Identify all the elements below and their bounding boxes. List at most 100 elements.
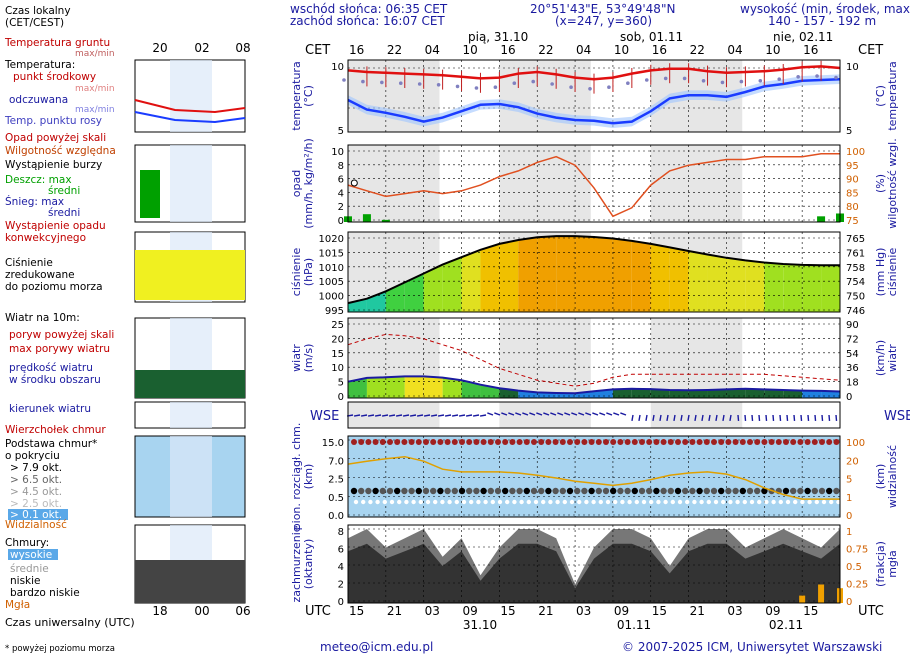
y-tick-label: 1000: [319, 292, 344, 303]
text-line: (°C): [874, 85, 887, 107]
cloud-low-dot: [562, 499, 567, 505]
cloud-low-dot: [418, 499, 423, 505]
cloud-top-dot: [768, 439, 775, 445]
cloud-base-dot: [574, 487, 581, 495]
wind-fill-segment: [348, 377, 367, 398]
cloud-top-dot: [444, 439, 451, 445]
legend-pressure: Ciśnienie zredukowane do poziomu morza: [5, 257, 103, 293]
footer-email[interactable]: meteo@icm.edu.pl: [320, 640, 433, 654]
pressure-fill-segment: [366, 291, 386, 312]
cloud-low-dot: [699, 499, 704, 505]
cloud-base-dot: [725, 487, 732, 495]
text-line: (CET/CEST): [5, 17, 64, 29]
felt-temp-point: [398, 81, 403, 85]
wind-arrow: [423, 414, 431, 417]
humidity-line: [347, 153, 840, 218]
pressure-fill-segment: [650, 243, 670, 312]
wind-arrow: [571, 412, 578, 416]
y2-tick-label: 1: [846, 527, 852, 538]
cloud-top-dot: [423, 439, 429, 445]
cloud-top-dot: [631, 439, 638, 445]
y2-tick-label: 100: [846, 147, 865, 158]
text-line: w środku obszaru: [9, 374, 101, 386]
wind-arrow: [367, 414, 375, 417]
y2-tick-label: 0: [846, 511, 852, 522]
y2-tick-label: 0: [846, 392, 852, 403]
wind-arrow: [494, 412, 501, 416]
pressure-panel: 1020 1015 1010 1005 1000 995 765 761 758 754 750 74…: [290, 231, 899, 317]
wind-arrow: [564, 412, 571, 416]
legend-low: niskie: [10, 575, 41, 587]
panel-frame: [347, 401, 841, 429]
cloud-base-dot: [624, 487, 631, 495]
legend-okt1: > 7.9 okt.: [10, 462, 62, 474]
legend-wind-at: Wiatr na 10m:: [5, 312, 80, 324]
cloud-low-dot: [735, 499, 740, 505]
pressure-fill-segment: [745, 260, 765, 312]
legend-gust-above: poryw powyżej skali: [9, 329, 114, 341]
wind-axis-label-right: (km/h)wiatr: [874, 340, 899, 376]
wind-fill-segment: [423, 376, 443, 398]
cloud-low-dot: [713, 499, 719, 505]
cloud-low-dot: [469, 499, 474, 505]
wind-arrow: [437, 414, 445, 417]
wind-arrow: [515, 412, 522, 416]
text-line: (km/h): [874, 340, 887, 376]
cloud-base-dot: [638, 487, 646, 495]
cloud-top-dot: [358, 439, 365, 445]
legend-night-shade: [170, 436, 212, 517]
wind-direction-panel: WSE WSE: [310, 401, 910, 429]
wind-arrow: [381, 414, 389, 417]
pressure-fill-segment: [480, 243, 500, 312]
temp-axis-label-right: (°C)temperatura: [874, 61, 899, 130]
felt-temp-point: [644, 78, 649, 82]
footnote: * powyżej poziomu morza: [5, 644, 115, 654]
cloud-base-dot: [509, 487, 516, 495]
panel-frame: [347, 231, 841, 313]
cloud-low-dot: [649, 499, 654, 505]
y2-tick-label: 90: [846, 320, 859, 331]
legend-rain: Deszcz: max: [5, 174, 72, 186]
wind-arrow: [458, 414, 466, 417]
cloud-top-dot: [718, 439, 725, 445]
wind-arrow: [430, 414, 438, 417]
cloud-low-dot: [577, 499, 582, 505]
night-shade: [499, 145, 591, 222]
felt-temp-point: [720, 80, 725, 85]
wind-arrow: [395, 414, 403, 417]
cloud-base-dot: [718, 487, 725, 495]
cloud-base-dot: [696, 487, 703, 495]
wind-arrow: [828, 414, 831, 422]
cloud-base-dot: [797, 487, 804, 495]
top-hour-label: 04: [727, 43, 742, 57]
wind-arrow: [360, 414, 368, 417]
legend-wind-fill: [135, 370, 245, 398]
cloud-top-dot: [761, 439, 768, 445]
legend-max-gust: max porywy wiatru: [9, 343, 110, 355]
wind-fill-segment: [385, 376, 405, 398]
y2-tick-label: 746: [846, 306, 865, 317]
legend-temperature: Temperatura:: [4, 59, 75, 71]
y-tick-label: 1010: [319, 263, 344, 274]
legend-felt: odczuwana: [9, 94, 68, 106]
clouds-axis-label: pion. rozciągł. chm.(km): [290, 423, 315, 531]
wind-arrow: [701, 414, 704, 422]
cloud-top-dot: [408, 439, 415, 445]
top-day-label: sob, 01.11: [620, 30, 683, 44]
cloud-base-dot: [739, 487, 746, 495]
text-line: pion. rozciągł. chm.: [290, 423, 303, 531]
y-tick-label: 995: [325, 306, 344, 317]
cloud-low-dot: [555, 499, 560, 505]
y-tick-label: 7.0: [328, 456, 344, 467]
cloud-base-dot: [804, 487, 811, 495]
cloud-low-dot: [656, 499, 661, 505]
felt-temp-point: [796, 75, 800, 79]
wind-arrow: [529, 412, 536, 416]
felt-temp-point: [455, 84, 460, 89]
felt-temp-point: [531, 79, 536, 84]
text-line: widzialność: [886, 445, 899, 508]
cloud-low-dot: [375, 499, 380, 505]
cloud-low-dot: [663, 499, 668, 505]
legend-medium: średnie: [10, 563, 49, 575]
